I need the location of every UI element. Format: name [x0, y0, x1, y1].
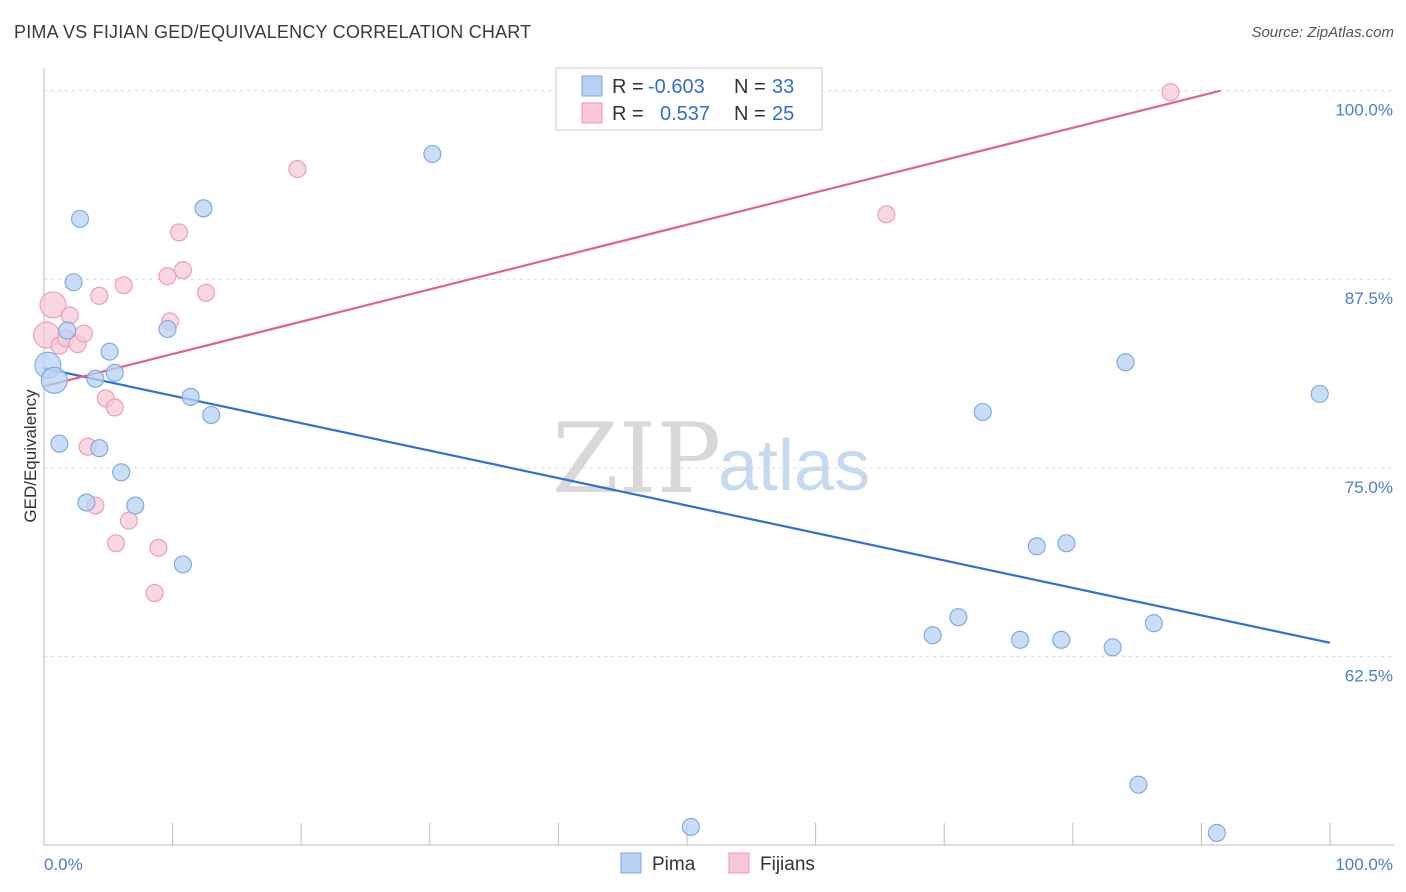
- pima-point: [1129, 775, 1148, 794]
- pima-point: [77, 493, 96, 512]
- watermark-atlas: atlas: [718, 426, 870, 506]
- pima-point: [681, 817, 700, 836]
- pima-point: [50, 434, 69, 453]
- y-tick-labels: 62.5% 75.0% 87.5% 100.0%: [1335, 101, 1393, 686]
- legend-swatch-pima: [581, 75, 603, 97]
- fijians-point: [158, 267, 177, 286]
- pima-point: [1103, 638, 1122, 657]
- fijians-point: [173, 261, 192, 280]
- legend-n-label-fijians: N =: [734, 103, 766, 125]
- series-legend: Pima Fijians: [620, 852, 815, 875]
- pima-point: [86, 369, 105, 388]
- pima-point: [1310, 384, 1329, 403]
- pima-point: [202, 405, 221, 425]
- bottom-legend-swatch-fijians: [728, 852, 750, 874]
- pima-point: [194, 199, 213, 218]
- pima-point: [181, 387, 200, 406]
- gridlines: [44, 90, 1394, 657]
- pima-point: [173, 555, 192, 574]
- chart-title: PIMA VS FIJIAN GED/EQUIVALENCY CORRELATI…: [14, 22, 532, 42]
- fijians-point: [1161, 83, 1180, 102]
- legend-r-value-fijians: 0.537: [660, 103, 710, 125]
- legend-n-label-pima: N =: [734, 76, 766, 98]
- pima-point: [40, 366, 68, 394]
- source-label: Source: ZipAtlas.com: [1251, 24, 1394, 41]
- bottom-legend-label-fijians: Fijians: [760, 854, 815, 875]
- pima-point: [1057, 534, 1076, 553]
- x-tick-label-min: 0.0%: [44, 855, 83, 874]
- pima-point: [1144, 614, 1163, 633]
- fijians-point: [145, 583, 164, 603]
- fijians-point: [114, 276, 133, 295]
- pima-point: [70, 209, 90, 228]
- legend-r-value-pima: -0.603: [648, 76, 705, 98]
- pima-point: [112, 463, 131, 482]
- y-tick-label: 87.5%: [1345, 289, 1393, 308]
- legend-n-value-pima: 33: [772, 76, 794, 98]
- fijians-point: [90, 286, 109, 305]
- pima-point: [423, 144, 442, 164]
- y-tick-label: 100.0%: [1335, 101, 1393, 120]
- legend-n-value-fijians: 25: [772, 103, 794, 125]
- pima-point: [58, 321, 77, 340]
- x-tick-label-max: 100.0%: [1335, 855, 1393, 874]
- y-axis-label: GED/Equivalency: [21, 389, 40, 523]
- trend-lines: [43, 89, 1331, 644]
- fijians-point: [288, 160, 307, 179]
- pima-point: [949, 608, 968, 627]
- fijians-point: [196, 283, 216, 302]
- pima-point: [64, 273, 83, 292]
- fijians-point: [74, 324, 93, 343]
- fijians-points: [33, 83, 1180, 603]
- pima-point: [1207, 823, 1226, 842]
- legend-r-label-pima: R =: [612, 76, 644, 98]
- pima-point: [1011, 630, 1030, 649]
- pima-point: [973, 402, 992, 422]
- bottom-legend-label-pima: Pima: [652, 854, 696, 875]
- fijians-point: [106, 534, 126, 553]
- pima-point: [126, 496, 145, 515]
- trend-line-pima: [43, 367, 1331, 644]
- pima-point: [158, 319, 177, 339]
- fijians-point: [169, 223, 189, 242]
- y-tick-label: 75.0%: [1345, 478, 1393, 497]
- pima-points: [34, 144, 1329, 842]
- pima-point: [1116, 353, 1135, 372]
- fijians-point: [60, 306, 79, 325]
- pima-point: [90, 439, 109, 458]
- fijians-point: [877, 205, 896, 224]
- pima-point: [1027, 537, 1046, 556]
- bottom-legend-swatch-pima: [620, 852, 642, 874]
- fijians-point: [39, 291, 67, 319]
- pima-point: [1052, 630, 1071, 649]
- x-tick-labels: 0.0% 100.0%: [44, 855, 1393, 874]
- fijians-point: [149, 538, 168, 557]
- pima-point: [923, 626, 942, 645]
- legend-r-label-fijians: R =: [612, 103, 644, 125]
- pima-point: [105, 363, 124, 382]
- pima-point: [100, 342, 119, 361]
- legend-swatch-fijians: [581, 102, 603, 124]
- fijians-point: [105, 398, 124, 417]
- watermark-zip: ZIP: [552, 403, 721, 515]
- correlation-legend: R = -0.603 N = 33 R = 0.537 N = 25: [555, 67, 823, 131]
- trend-line-fijians: [43, 89, 1221, 388]
- y-tick-label: 62.5%: [1345, 666, 1393, 685]
- fijians-point: [119, 511, 138, 530]
- watermark: ZIP atlas: [552, 403, 870, 515]
